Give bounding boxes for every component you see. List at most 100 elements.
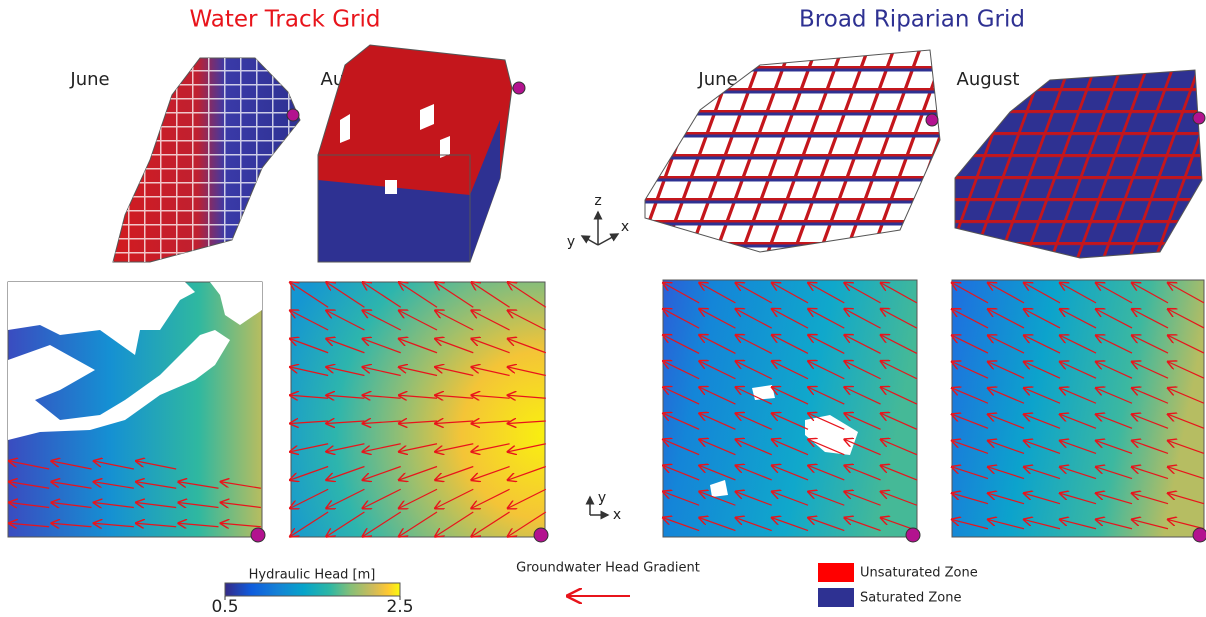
flow-arrow (1096, 414, 1133, 429)
flow-arrow (1024, 309, 1061, 329)
gradient-label: Groundwater Head Gradient (516, 561, 700, 576)
flow-arrow (699, 413, 736, 430)
flow-arrow (221, 523, 261, 527)
flow-arrow (508, 488, 547, 508)
flow-arrow (326, 511, 365, 537)
legend-swatch (818, 563, 854, 582)
flow-arrow (772, 361, 809, 380)
flow-arrow (1168, 520, 1205, 530)
flow-arrow (1096, 441, 1133, 455)
flow-arrow (1060, 441, 1097, 455)
flow-arrow (399, 367, 438, 377)
block-3d (644, 49, 941, 253)
flow-arrow (845, 361, 881, 380)
flow-arrow (736, 335, 772, 354)
flow-arrow (1096, 362, 1133, 379)
flow-arrow (9, 523, 50, 527)
flow-arrow (472, 465, 510, 481)
flow-arrow (663, 309, 700, 329)
flow-arrow (1168, 493, 1205, 505)
flow-arrow (952, 441, 989, 455)
flow-arrow (435, 395, 474, 398)
flow-arrow (663, 439, 700, 456)
flow-arrow (881, 361, 918, 380)
flow-arrow (845, 283, 881, 304)
flow-arrow (699, 439, 736, 456)
flow-arrow (399, 311, 438, 331)
flow-arrow (699, 518, 736, 532)
flow-arrow (845, 335, 881, 354)
flow-arrow (435, 443, 474, 452)
flow-arrow (808, 439, 845, 456)
flow-arrow (1024, 362, 1061, 379)
legend-swatch (818, 588, 854, 607)
flow-arrow (1024, 441, 1061, 455)
flow-arrow (1096, 493, 1133, 505)
flow-arrow (808, 518, 845, 532)
flow-arrow (1060, 520, 1097, 530)
flow-arrow (988, 309, 1025, 329)
axis-label: y (567, 234, 575, 250)
flow-arrow (1060, 283, 1097, 304)
flow-arrow (1024, 467, 1061, 480)
flow-arrow (472, 421, 510, 424)
flow-arrow (326, 488, 365, 508)
flow-arrow (1168, 335, 1205, 354)
flow-arrow (988, 414, 1025, 429)
flow-arrow (1168, 441, 1205, 455)
flow-arrow (881, 466, 918, 481)
flow-arrow (952, 493, 989, 505)
flow-arrow (808, 466, 845, 481)
flow-arrow (663, 413, 700, 430)
flow-arrow (699, 466, 736, 481)
flow-arrow (663, 492, 700, 506)
flow-arrow (290, 282, 329, 308)
flow-arrow (136, 503, 177, 508)
flow-arrow (326, 311, 365, 331)
flow-arrow (399, 421, 438, 424)
flow-arrow (881, 492, 918, 506)
flow-arrow (363, 339, 401, 354)
flow-arrow (1132, 283, 1169, 304)
flow-arrow (472, 367, 510, 377)
flow-arrow (736, 518, 772, 532)
flow-arrow (845, 413, 881, 430)
flow-arrow (663, 466, 700, 481)
flow-arrow (472, 395, 510, 398)
flow-arrow (326, 395, 365, 398)
flow-arrow (881, 387, 918, 405)
flow-arrow (472, 443, 510, 452)
flow-arrow (1132, 441, 1169, 455)
flow-arrow (988, 335, 1025, 354)
flow-arrow (1060, 362, 1097, 379)
flow-arrow (736, 466, 772, 481)
flow-arrow (399, 511, 438, 537)
flow-arrow (1060, 335, 1097, 354)
flow-arrow (1096, 309, 1133, 329)
flow-arrow (221, 482, 261, 489)
flow-arrow (881, 439, 918, 456)
flow-arrow (435, 282, 474, 308)
flow-arrow (136, 482, 177, 489)
panel-label: June (697, 69, 737, 90)
flow-arrow (1132, 335, 1169, 354)
flow-arrow (1168, 309, 1205, 329)
block-3d (112, 57, 301, 263)
flow-arrow (1096, 388, 1133, 404)
flow-arrow (881, 335, 918, 354)
flow-arrow (1024, 388, 1061, 404)
flow-arrow (508, 511, 547, 537)
flow-arrow (136, 461, 177, 470)
flow-arrow (290, 488, 329, 508)
flow-arrow (326, 421, 365, 424)
flow-arrow (472, 282, 510, 308)
flow-arrow (363, 311, 401, 331)
flow-arrow (472, 339, 510, 354)
flow-arrow (845, 492, 881, 506)
axes-3d (580, 210, 620, 246)
colorbar (224, 582, 401, 597)
flow-arrow (363, 367, 401, 377)
flow-arrow (699, 361, 736, 380)
flow-arrow (808, 387, 845, 405)
